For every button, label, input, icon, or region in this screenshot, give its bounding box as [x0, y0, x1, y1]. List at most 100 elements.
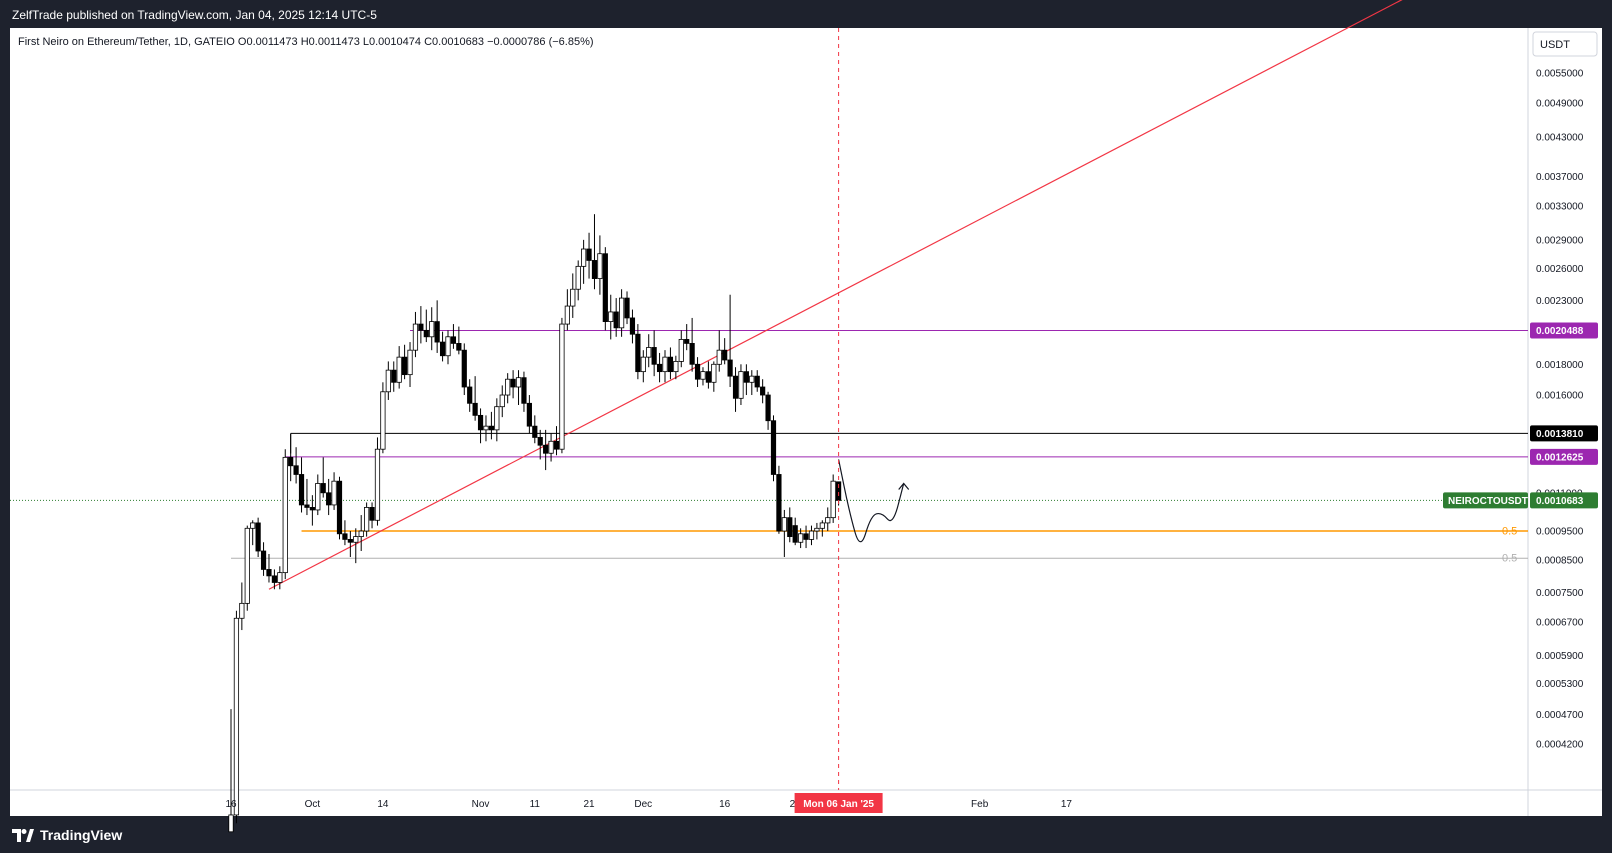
projection-curve: [838, 459, 905, 543]
projection-path-group[interactable]: [838, 459, 910, 543]
candle-body-4: [250, 522, 256, 529]
candle-body-9: [277, 572, 283, 583]
candle-body-79: [656, 363, 663, 373]
ohlc-close: C0.0010683: [424, 36, 484, 48]
candle-body-60: [553, 440, 560, 450]
candle-body-21: [342, 533, 348, 540]
candle-body-27: [374, 448, 381, 521]
candle-body-43: [461, 349, 467, 388]
price-tick-13: 0.0007500: [1536, 588, 1584, 599]
price-tag-2: 0.0012625: [1536, 452, 1584, 463]
price-tick-3: 0.0037000: [1536, 172, 1584, 183]
candle-body-17: [320, 483, 326, 494]
projection-arrowhead: [898, 482, 910, 490]
candle-body-94: [738, 371, 744, 399]
candle-body-85: [689, 343, 695, 365]
candle-body-20: [336, 480, 343, 535]
candle-body-77: [646, 347, 652, 358]
tradingview-logo-icon: [12, 828, 34, 842]
candle-body-95: [743, 371, 749, 383]
candle-body-47: [483, 425, 489, 431]
candle-body-32: [401, 356, 408, 376]
time-tick-2: 14: [377, 799, 389, 810]
candle-body-54: [521, 377, 527, 404]
candle-body-72: [619, 297, 625, 329]
candle-body-100: [770, 420, 777, 475]
candle-body-56: [532, 425, 538, 438]
candle-body-103: [787, 517, 793, 537]
candle-body-11: [288, 456, 294, 467]
candle-body-91: [722, 349, 728, 361]
candle-body-22: [347, 539, 353, 543]
currency-button[interactable]: USDT: [1532, 31, 1598, 57]
price-axis-background[interactable]: [1528, 28, 1602, 790]
candle-body-30: [391, 369, 397, 383]
candle-body-15: [309, 507, 315, 511]
candle-late-body-6: [825, 517, 831, 524]
candle-body-59: [548, 440, 554, 454]
price-tick-11: 0.0009500: [1536, 527, 1584, 538]
time-tick-10: Feb: [971, 799, 989, 810]
candle-body-71: [613, 311, 619, 329]
candles-group[interactable]: [228, 214, 842, 833]
candle-late-body-7: [830, 480, 836, 519]
candle-body-74: [629, 317, 636, 335]
candle-late-body-4: [814, 527, 820, 532]
candle-body-93: [732, 375, 739, 399]
price-tick-9: 0.0016000: [1536, 391, 1584, 402]
candle-body-63: [570, 288, 576, 307]
candle-body-51: [505, 378, 511, 396]
candle-late-body-2: [803, 533, 809, 540]
candle-body-12: [293, 465, 299, 475]
price-tick-4: 0.0033000: [1536, 202, 1584, 213]
ohlc-change: −0.0000786 (−6.85%): [487, 36, 593, 48]
price-tick-6: 0.0026000: [1536, 264, 1584, 275]
candle-late-body-0: [792, 525, 798, 543]
price-tag-bg-1: [1530, 425, 1598, 442]
candle-body-78: [651, 347, 657, 365]
candle-body-98: [760, 386, 766, 396]
price-tag-bg-0: [1530, 322, 1598, 339]
candle-body-86: [694, 363, 701, 380]
candle-body-99: [765, 394, 771, 422]
trendline-group[interactable]: [268, 0, 1528, 590]
candle-body-90: [716, 349, 722, 365]
candle-body-49: [494, 406, 500, 431]
cursor-date-label: Mon 06 Jan '25: [803, 799, 874, 810]
ohlc-high: H0.0011473: [301, 36, 360, 48]
time-tick-4: 11: [530, 799, 541, 810]
footer-branding: TradingView: [12, 827, 122, 843]
candle-body-75: [635, 333, 641, 373]
footer-brand-text: TradingView: [40, 827, 123, 843]
candle-body-97: [754, 375, 760, 388]
symbol-tag-bg: [1443, 492, 1528, 509]
candle-body-28: [380, 391, 386, 450]
candle-body-33: [407, 349, 413, 376]
currency-label: USDT: [1540, 39, 1570, 51]
candle-body-46: [477, 414, 484, 431]
time-tick-7: 16: [719, 799, 731, 810]
candle-body-2: [239, 602, 245, 619]
current-price-tag-bg: [1530, 492, 1598, 509]
price-tick-17: 0.0004700: [1536, 710, 1584, 721]
candle-body-52: [510, 378, 516, 388]
candle-body-102: [781, 517, 787, 532]
candle-body-57: [537, 437, 543, 446]
time-tick-1: Oct: [305, 799, 321, 810]
symbol-title: First Neiro on Ethereum/Tether, 1D, GATE…: [18, 36, 594, 48]
candle-body-23: [353, 536, 359, 543]
candle-body-50: [499, 394, 505, 408]
fib-label-1: 0.5: [1502, 553, 1517, 565]
price-tick-0: 0.0055000: [1536, 68, 1584, 79]
candle-body-53: [515, 377, 522, 388]
current-price-tag: 0.0010683: [1536, 496, 1584, 507]
candle-body-26: [369, 507, 375, 521]
candle-body-87: [700, 371, 706, 380]
currency-button-frame[interactable]: [1532, 31, 1598, 57]
price-tick-16: 0.0005300: [1536, 679, 1584, 690]
candle-body-89: [711, 363, 717, 383]
candle-body-36: [423, 329, 429, 338]
candle-body-41: [450, 336, 457, 344]
